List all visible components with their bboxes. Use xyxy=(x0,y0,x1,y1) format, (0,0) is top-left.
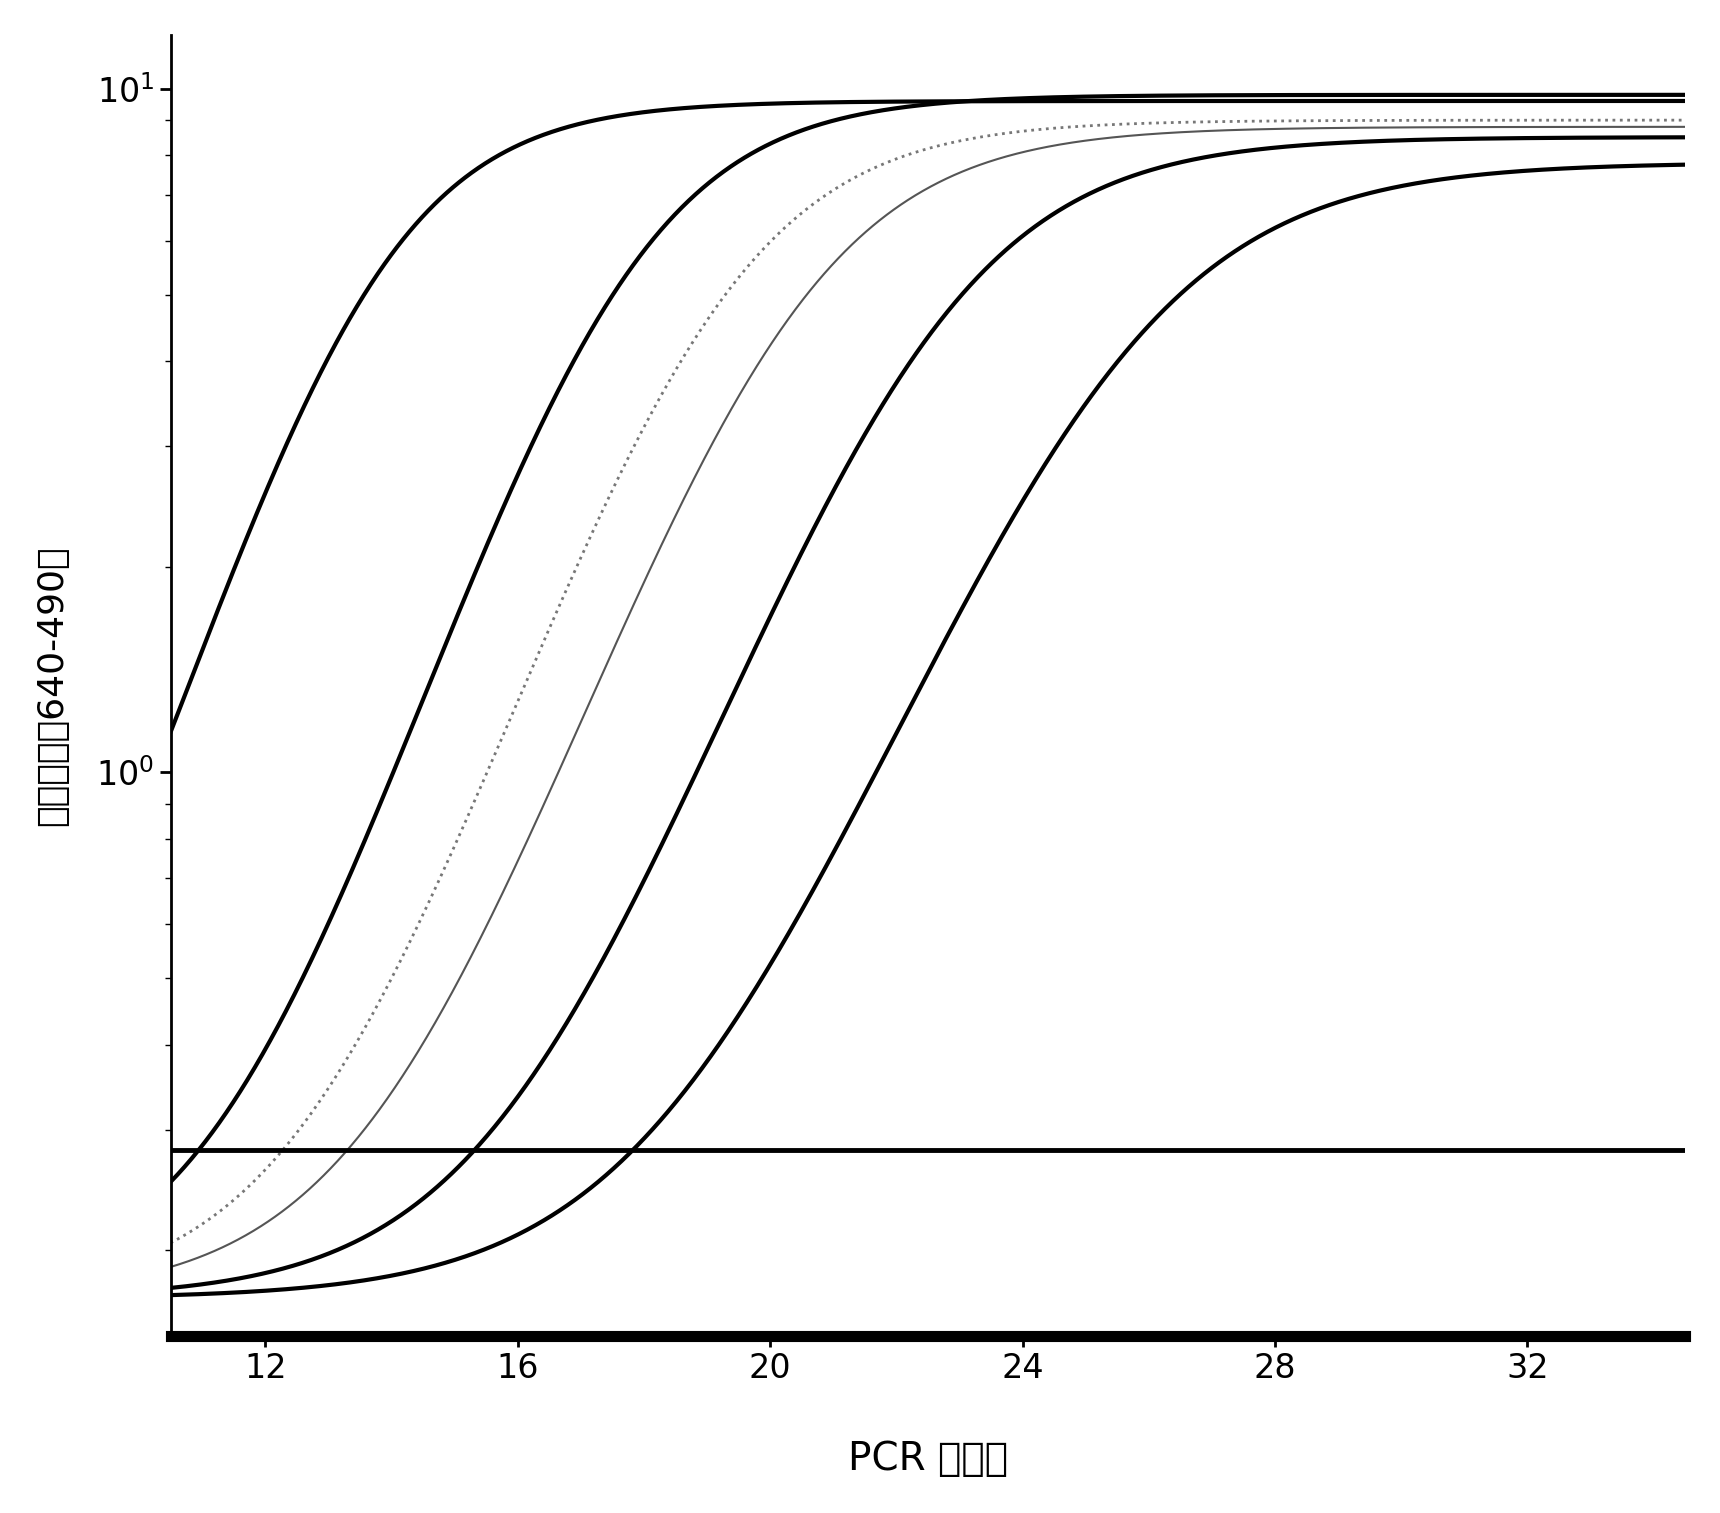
Y-axis label: 荧光强度（640-490）: 荧光强度（640-490） xyxy=(34,545,69,826)
X-axis label: PCR 循环数: PCR 循环数 xyxy=(848,1440,1008,1478)
